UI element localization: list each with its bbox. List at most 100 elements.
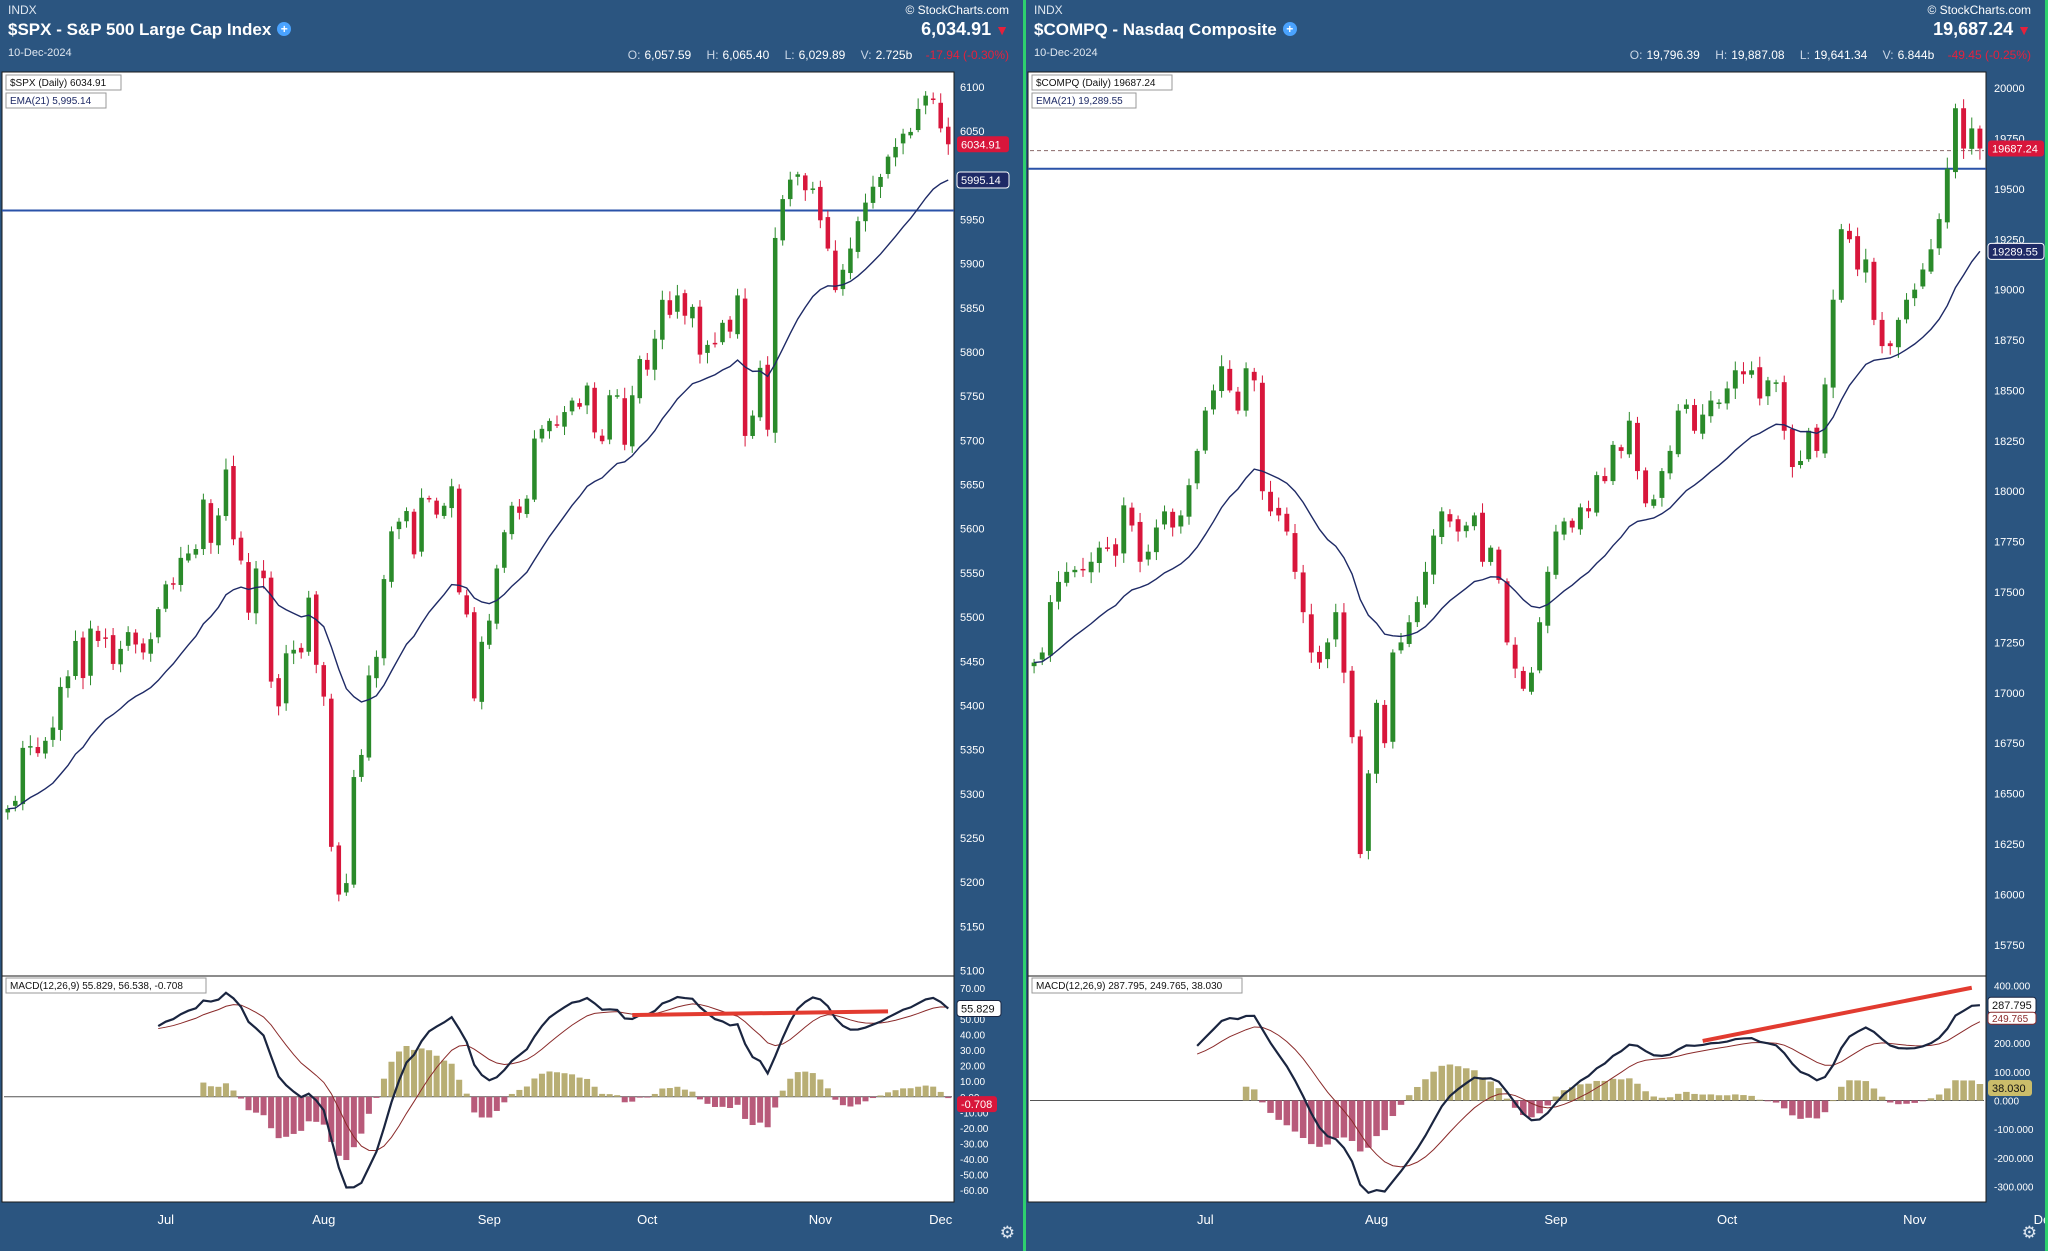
candle [434,497,439,519]
candle-body [1732,370,1738,389]
candle [1178,510,1184,534]
candle [1194,448,1200,490]
candle [118,640,123,673]
candle-body [1194,450,1200,484]
candle-body [155,609,161,638]
compq-chart[interactable]: 15750 16000 16250 16500 16750 17000 17250 17500… [1026,0,2045,1251]
candle-body [1374,702,1379,774]
histogram-bar [742,1096,749,1119]
candle [28,735,33,756]
candle [1406,615,1412,648]
histogram-bar [674,1086,681,1097]
candle [1374,699,1379,784]
gear-icon[interactable]: ⚙ [2021,1223,2037,1242]
price-tick-label: 17750 [1994,537,2025,549]
candle-body [833,250,838,291]
month-axis: Jul Aug Sep Oct Nov Dec [1197,1212,2045,1227]
candle [1463,521,1469,538]
candle [1667,445,1673,480]
candle [178,546,184,592]
candle-body [479,641,485,702]
change-value: -49.45 (-0.25%) [1947,48,2031,62]
histogram-bar [569,1074,576,1097]
gear-icon[interactable]: ⚙ [999,1223,1015,1242]
candle-body [584,385,590,406]
price-tick-label: 18500 [1994,385,2025,397]
spx-chart[interactable]: 5100 5150 5200 5250 5300 5350 5400 5450 5500 5550… [0,0,1023,1251]
candle-body [1202,410,1208,451]
histogram-bar [689,1091,696,1097]
histogram-bar [1267,1100,1274,1113]
histogram-bar [365,1096,372,1114]
price-tick-label: 17000 [1994,688,2025,700]
ohlc-readout: O: 6,057.59 H: 6,065.40 L: 6,029.89 V: 2.725… [627,48,1009,62]
macd-legend-box [1031,977,1243,994]
histogram-bar [1422,1079,1429,1101]
candle-body [705,344,710,353]
candle-body [900,133,906,144]
month-label: Jul [157,1212,174,1227]
candle-body [1838,229,1844,300]
add-icon[interactable]: + [1282,22,1297,36]
histogram-bar [757,1096,764,1123]
candle-body [298,647,304,653]
candle-body [682,293,688,316]
candle [1683,399,1689,414]
candle [1121,497,1127,563]
candle [1455,515,1461,542]
histogram-bar [1259,1100,1266,1103]
candle [193,544,199,559]
candle [893,138,898,167]
histogram-bar [373,1096,380,1098]
candle [404,507,409,528]
histogram-bar [1373,1100,1380,1137]
add-icon[interactable]: + [277,22,292,36]
candle-body [1977,128,1983,149]
candle-body [1447,514,1453,522]
candle [1064,562,1070,587]
candle-body [547,420,552,432]
candle-body [359,754,364,777]
histogram-bar [1976,1084,1984,1101]
candle [1325,638,1331,669]
histogram-bar [809,1073,816,1097]
candle-body [5,808,11,813]
candle-body [456,488,462,593]
candle-body [1887,343,1893,347]
candle [419,488,424,557]
histogram-bar [1862,1081,1870,1101]
volume-value: 2.725b [875,48,913,62]
candle-body [502,532,507,568]
candle-body [539,428,545,439]
candle-body [690,306,695,319]
candle-body [1855,236,1861,270]
candle [231,455,236,546]
price-tick-label: 5150 [960,921,984,933]
macd-legend: MACD(12,26,9) 55.829, 56.538, -0.708 [10,981,183,992]
histogram-bar [343,1096,350,1161]
candle-body [1683,404,1689,409]
chart-title[interactable]: $COMPQ - Nasdaq Composite + [1034,20,1297,40]
month-label: Sep [478,1212,501,1227]
candle-body [426,497,432,500]
candle-body [201,499,206,550]
histogram-bar [207,1086,214,1097]
candle-body [103,637,108,639]
ema21-line [7,179,949,810]
candle [20,740,26,811]
macd-tick-label: -30.00 [960,1140,989,1151]
candle [1251,367,1257,392]
candle [1088,552,1094,584]
histogram-bar [629,1096,636,1102]
chart-title[interactable]: $SPX - S&P 500 Large Cap Index + [8,20,292,40]
candle [900,128,906,155]
histogram-bar [531,1078,538,1097]
histogram-bar [696,1096,703,1100]
candle-body [1895,319,1901,348]
macd-tick-label: -200.000 [1994,1154,2034,1165]
histogram-bar [358,1096,365,1134]
histogram-bar [922,1085,929,1097]
histogram-bar [704,1096,711,1104]
candle [502,529,507,573]
divergence-line [1702,985,1973,1043]
